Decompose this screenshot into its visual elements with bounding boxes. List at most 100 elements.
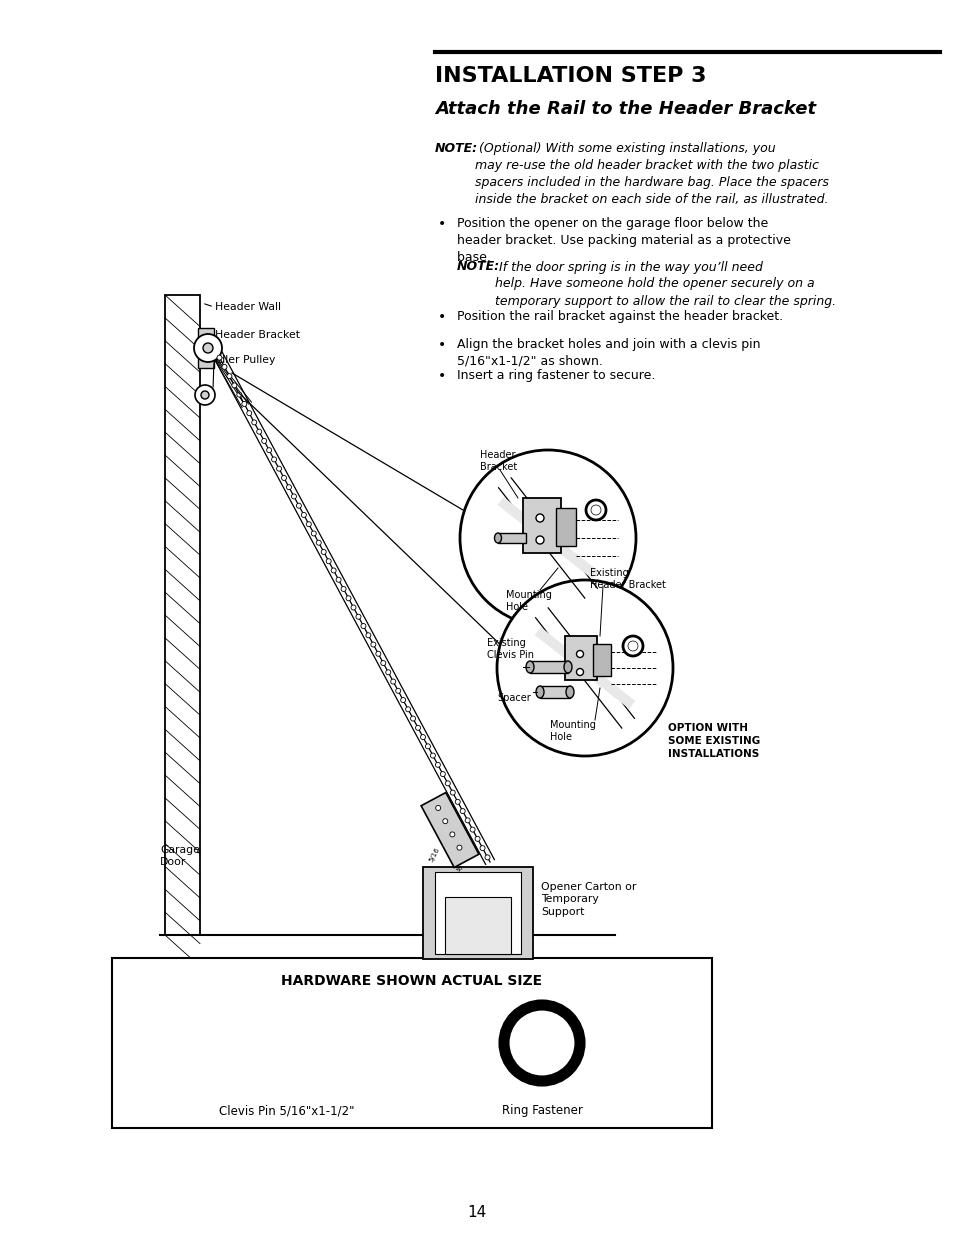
- Bar: [564, 636, 597, 680]
- Bar: [539, 685, 569, 698]
- Bar: [556, 508, 576, 546]
- Ellipse shape: [536, 685, 543, 698]
- Text: (Optional) With some existing installations, you
may re-use the old header brack: (Optional) With some existing installati…: [475, 142, 828, 206]
- Ellipse shape: [563, 661, 572, 673]
- Circle shape: [450, 790, 455, 795]
- Ellipse shape: [525, 661, 534, 673]
- Circle shape: [484, 855, 490, 860]
- Text: •: •: [437, 337, 446, 352]
- Circle shape: [380, 661, 385, 666]
- Circle shape: [405, 706, 410, 711]
- Circle shape: [395, 688, 400, 693]
- Text: NOTE:: NOTE:: [456, 261, 499, 273]
- Text: Idler Pulley: Idler Pulley: [214, 354, 275, 366]
- Text: Insert a ring fastener to secure.: Insert a ring fastener to secure.: [456, 369, 655, 383]
- Circle shape: [465, 818, 470, 823]
- Circle shape: [410, 716, 416, 721]
- Bar: [497, 534, 525, 543]
- Circle shape: [261, 438, 267, 443]
- Text: INSTALLATION STEP 3: INSTALLATION STEP 3: [435, 65, 706, 86]
- Ellipse shape: [565, 685, 574, 698]
- Circle shape: [321, 550, 326, 555]
- Circle shape: [420, 735, 425, 740]
- Circle shape: [247, 411, 252, 416]
- Circle shape: [456, 845, 461, 850]
- Circle shape: [459, 809, 465, 814]
- Ellipse shape: [494, 534, 501, 543]
- Circle shape: [331, 568, 335, 573]
- Circle shape: [455, 799, 459, 804]
- Circle shape: [425, 743, 430, 748]
- Circle shape: [227, 374, 232, 379]
- Circle shape: [201, 391, 209, 399]
- Text: Existing
Clevis Pin: Existing Clevis Pin: [486, 638, 534, 661]
- Text: •: •: [437, 310, 446, 324]
- Circle shape: [311, 531, 316, 536]
- Circle shape: [536, 514, 543, 522]
- Bar: [444, 897, 511, 953]
- Circle shape: [203, 343, 213, 353]
- Circle shape: [216, 356, 222, 361]
- Circle shape: [306, 521, 311, 526]
- Circle shape: [375, 651, 380, 656]
- Circle shape: [341, 587, 346, 592]
- Circle shape: [236, 393, 241, 398]
- Circle shape: [576, 668, 583, 676]
- Text: HARDWARE SHOWN ACTUAL SIZE: HARDWARE SHOWN ACTUAL SIZE: [281, 974, 542, 988]
- Circle shape: [296, 503, 301, 508]
- Circle shape: [266, 447, 272, 453]
- Circle shape: [590, 505, 600, 515]
- Circle shape: [400, 698, 405, 703]
- Circle shape: [470, 827, 475, 832]
- Circle shape: [479, 846, 484, 851]
- Text: Garage
Door: Garage Door: [160, 845, 200, 867]
- Circle shape: [252, 420, 256, 425]
- Text: Opener Carton or
Temporary
Support: Opener Carton or Temporary Support: [540, 882, 636, 916]
- Circle shape: [272, 457, 276, 462]
- Text: 14: 14: [467, 1205, 486, 1220]
- Circle shape: [222, 364, 227, 369]
- Text: Header Bracket: Header Bracket: [214, 330, 299, 340]
- Circle shape: [385, 669, 391, 674]
- Bar: [522, 498, 560, 553]
- Circle shape: [193, 333, 222, 362]
- Circle shape: [436, 805, 440, 810]
- Text: Header
Bracket: Header Bracket: [479, 450, 517, 473]
- Text: •: •: [437, 217, 446, 231]
- Text: Existing
Header Bracket: Existing Header Bracket: [589, 568, 665, 590]
- Circle shape: [416, 725, 420, 730]
- Circle shape: [435, 762, 440, 767]
- Circle shape: [194, 385, 214, 405]
- Bar: [198, 329, 213, 368]
- Circle shape: [371, 642, 375, 647]
- Circle shape: [459, 450, 636, 626]
- Circle shape: [497, 580, 672, 756]
- Text: Header Wall: Header Wall: [214, 303, 281, 312]
- Bar: [210, 1025, 365, 1067]
- Circle shape: [256, 430, 261, 435]
- Text: Align the bracket holes and join with a clevis pin
5/16"x1-1/2" as shown.: Align the bracket holes and join with a …: [456, 337, 760, 368]
- Text: Position the opener on the garage floor below the
header bracket. Use packing ma: Position the opener on the garage floor …: [456, 217, 790, 264]
- Bar: [534, 627, 635, 709]
- Circle shape: [391, 679, 395, 684]
- Circle shape: [450, 832, 455, 837]
- Circle shape: [241, 401, 247, 406]
- Circle shape: [316, 540, 321, 545]
- Circle shape: [276, 466, 281, 472]
- Circle shape: [440, 772, 445, 777]
- Text: 5/16: 5/16: [428, 847, 441, 863]
- Circle shape: [366, 632, 371, 637]
- Text: Ring Fastener: Ring Fastener: [501, 1104, 582, 1116]
- Circle shape: [286, 484, 292, 490]
- Text: Clevis Pin 5/16"x1-1/2": Clevis Pin 5/16"x1-1/2": [219, 1104, 355, 1116]
- Ellipse shape: [336, 1032, 343, 1060]
- Bar: [165, 295, 200, 935]
- Circle shape: [355, 614, 360, 619]
- Text: If the door spring is in the way you’ll need
help. Have someone hold the opener : If the door spring is in the way you’ll …: [495, 261, 835, 308]
- Circle shape: [326, 558, 331, 563]
- Bar: [422, 867, 533, 960]
- Text: te: te: [455, 863, 464, 873]
- Circle shape: [445, 781, 450, 785]
- Text: Attach the Rail to the Header Bracket: Attach the Rail to the Header Bracket: [435, 100, 815, 119]
- Text: Mounting
Hole: Mounting Hole: [550, 720, 596, 742]
